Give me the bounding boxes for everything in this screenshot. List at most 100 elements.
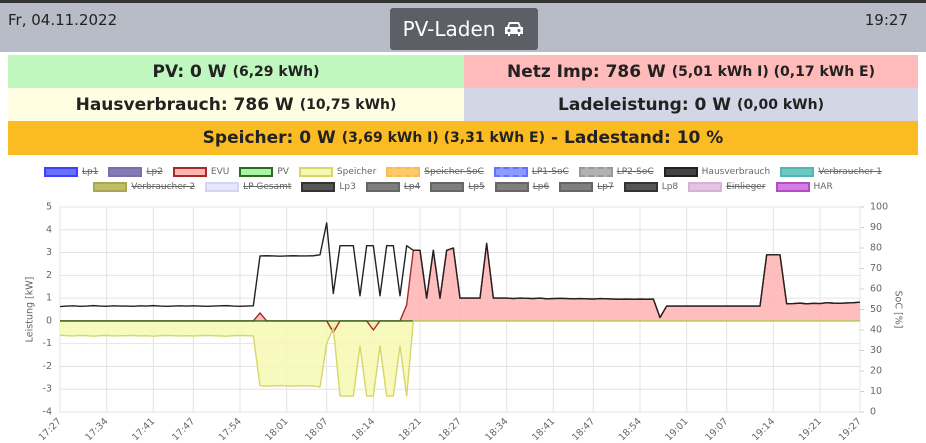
- pv-card: PV: 0 W (6,29 kWh): [8, 55, 464, 88]
- legend-item[interactable]: Verbraucher 1: [780, 167, 882, 177]
- legend-swatch: [239, 167, 274, 177]
- legend-item[interactable]: Hausverbrauch: [663, 167, 770, 177]
- legend-item[interactable]: Lp6: [494, 182, 550, 192]
- card-main: PV: 0 W: [152, 61, 227, 82]
- legend-item[interactable]: LP Gesamt: [205, 182, 291, 192]
- legend-item[interactable]: LP2-SoC: [578, 167, 654, 177]
- legend-item[interactable]: Lp2: [108, 167, 163, 177]
- legend-label: LP2-SoC: [616, 167, 654, 177]
- legend-swatch: [301, 182, 336, 192]
- legend-item[interactable]: Lp7: [559, 182, 614, 192]
- legend-swatch: [493, 167, 528, 177]
- legend-item[interactable]: Lp5: [430, 182, 485, 192]
- legend-item[interactable]: Lp4: [365, 182, 421, 192]
- card-main: Hausverbrauch: 786 W: [75, 94, 294, 115]
- y2-tick-label: 90: [870, 222, 882, 233]
- card-main: Ladeleistung: 0 W: [558, 94, 732, 115]
- y2-tick-label: 50: [870, 304, 882, 315]
- time: 19:27: [864, 11, 908, 29]
- x-tick-label: 18:41: [530, 416, 557, 443]
- legend-item[interactable]: Verbraucher 2: [93, 182, 195, 192]
- y2-axis-title: SoC [%]: [893, 291, 904, 329]
- y-tick-label: 1: [46, 293, 52, 304]
- y2-tick-label: 30: [870, 345, 882, 356]
- x-tick-label: 18:01: [263, 416, 290, 443]
- legend-swatch: [93, 182, 128, 192]
- legend-label: Lp6: [532, 182, 550, 192]
- area-fill: [60, 243, 860, 333]
- legend-item[interactable]: PV: [239, 167, 289, 177]
- y2-tick-label: 20: [870, 366, 882, 377]
- legend-label: Einlieger: [726, 182, 766, 192]
- legend-item[interactable]: HAR: [775, 182, 833, 192]
- legend-label: Lp8: [661, 182, 679, 192]
- legend-item[interactable]: Lp1: [43, 167, 98, 177]
- house-card: Hausverbrauch: 786 W (10,75 kWh): [8, 88, 464, 121]
- x-tick-label: 19:07: [703, 416, 730, 443]
- legend-item[interactable]: LP1-SoC: [493, 167, 569, 177]
- legend-swatch: [205, 182, 240, 192]
- x-tick-label: 18:21: [397, 416, 424, 443]
- battery-card: Speicher: 0 W (3,69 kWh I) (3,31 kWh E) - …: [8, 121, 918, 155]
- y2-tick-label: 10: [870, 386, 882, 397]
- legend-swatch: [108, 167, 143, 177]
- y-tick-label: 5: [46, 202, 52, 213]
- y-tick-label: -1: [43, 338, 52, 349]
- date: Fr, 04.11.2022: [8, 11, 118, 29]
- legend-swatch: [663, 167, 698, 177]
- legend-item[interactable]: Speicher: [298, 167, 377, 177]
- chart: -4-3-2-1012345010203040506070809010017:2…: [25, 202, 904, 443]
- x-tick-label: 17:54: [217, 416, 244, 443]
- series-line: [59, 320, 860, 397]
- y-tick-label: 0: [46, 315, 52, 326]
- legend-label: Lp4: [403, 182, 421, 192]
- area-fill: [60, 320, 860, 397]
- card-detail: (5,01 kWh I) (0,17 kWh E): [671, 63, 876, 80]
- legend-item[interactable]: EVU: [172, 167, 230, 177]
- legend-label: Speicher: [336, 167, 377, 177]
- legend-item[interactable]: Speicher-SoC: [386, 167, 484, 177]
- legend-label: Speicher-SoC: [424, 167, 484, 177]
- card-main: - Ladestand: 10 %: [551, 128, 724, 148]
- x-tick-label: 18:27: [437, 416, 464, 443]
- legend-item[interactable]: Lp8: [623, 182, 679, 192]
- legend-swatch: [43, 167, 78, 177]
- legend-label: EVU: [210, 167, 230, 177]
- mode-button[interactable]: PV-Laden: [390, 8, 538, 50]
- legend-swatch: [172, 167, 207, 177]
- legend-label: Lp3: [339, 182, 356, 192]
- legend-label: PV: [277, 167, 289, 177]
- legend-label: LP Gesamt: [243, 182, 292, 192]
- card-detail: (10,75 kWh): [299, 96, 397, 113]
- legend-swatch: [578, 167, 613, 177]
- card-main: Netz Imp: 786 W: [506, 61, 666, 82]
- x-tick-label: 19:21: [797, 416, 824, 443]
- x-tick-label: 18:07: [303, 416, 330, 443]
- legend-swatch: [623, 182, 658, 192]
- grid-card: Netz Imp: 786 W (5,01 kWh I) (0,17 kWh E): [464, 55, 918, 88]
- card-detail: (0,00 kWh): [737, 96, 824, 113]
- card-detail: (3,69 kWh I) (3,31 kWh E): [341, 130, 546, 146]
- car-icon: [505, 22, 524, 36]
- legend-swatch: [430, 182, 465, 192]
- legend-swatch: [365, 182, 400, 192]
- charge-card: Ladeleistung: 0 W (0,00 kWh): [464, 88, 918, 121]
- y2-tick-label: 100: [870, 202, 888, 213]
- legend-item[interactable]: Lp3: [301, 182, 356, 192]
- legend-swatch: [688, 182, 723, 192]
- x-tick-label: 18:14: [350, 416, 377, 443]
- y-axis-title: Leistung [kW]: [25, 277, 36, 343]
- x-tick-label: 19:14: [750, 416, 777, 443]
- y-tick-label: 2: [46, 270, 52, 281]
- y2-tick-label: 80: [870, 243, 882, 254]
- y-tick-label: -3: [43, 384, 52, 395]
- x-tick-label: 19:01: [663, 416, 690, 443]
- card-main: Speicher: 0 W: [202, 128, 336, 148]
- mode-label: PV-Laden: [402, 17, 496, 41]
- legend-item[interactable]: Einlieger: [688, 182, 766, 192]
- legend-swatch: [780, 167, 815, 177]
- x-tick-label: 18:34: [483, 416, 510, 443]
- x-tick-label: 17:34: [83, 416, 110, 443]
- legend-label: Lp5: [468, 182, 485, 192]
